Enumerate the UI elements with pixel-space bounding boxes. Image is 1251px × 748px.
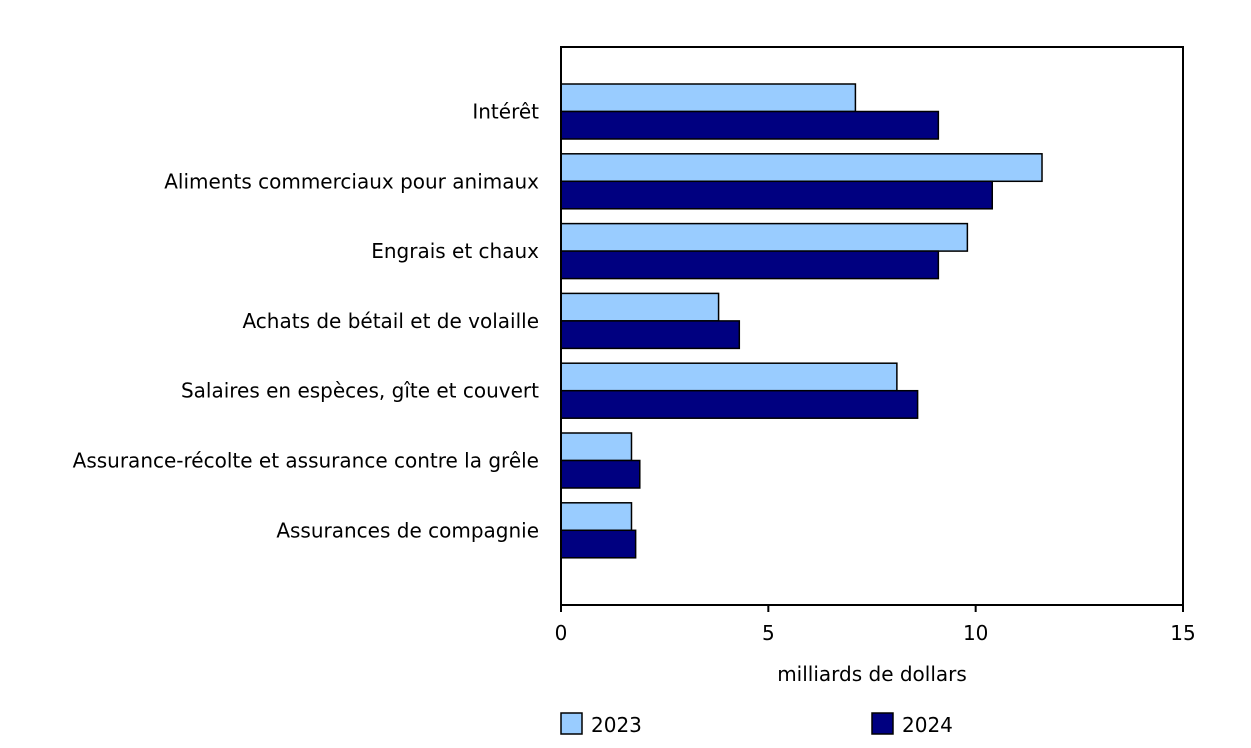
bar-2024-1 [560,180,994,210]
category-label: Achats de bétail et de volaille [242,309,539,333]
x-tick-label: 0 [555,621,568,645]
x-tick-label: 5 [762,621,775,645]
bar-2023-4 [560,362,898,392]
category-label: Intérêt [472,100,539,124]
bar-2024-2 [560,250,940,280]
x-tick-label: 15 [1170,621,1195,645]
bar-2024-3 [560,320,741,350]
x-tick-label: 10 [963,621,988,645]
bar-2024-5 [560,459,641,489]
category-labels: Intérêt Aliments commerciaux pour animaux… [73,100,540,543]
bar-2023-0 [560,83,857,113]
category-label: Aliments commerciaux pour animaux [164,169,539,193]
bar-2024-0 [560,110,940,140]
bar-2024-6 [560,529,637,559]
category-label: Assurance-récolte et assurance contre la… [73,449,539,473]
category-label: Salaires en espèces, gîte et couvert [181,379,539,403]
bar-2023-6 [560,502,633,532]
bar-2023-5 [560,432,633,462]
x-axis-title: milliards de dollars [777,662,967,686]
plot-area-frame [560,46,1184,606]
category-label: Engrais et chaux [371,239,539,263]
legend-label-2023: 2023 [591,713,642,737]
bar-2023-2 [560,222,969,252]
category-label: Assurances de compagnie [276,518,539,542]
legend-swatch-2023 [560,712,583,735]
bar-2023-1 [560,153,1043,183]
x-axis-ticks: 0 5 10 15 [555,605,1196,645]
legend-swatch-2024 [871,712,894,735]
bar-2024-4 [560,389,919,419]
bars-layer [560,83,1043,559]
bar-2023-3 [560,292,720,322]
legend-label-2024: 2024 [902,713,953,737]
legend: 2023 2024 [560,712,953,737]
